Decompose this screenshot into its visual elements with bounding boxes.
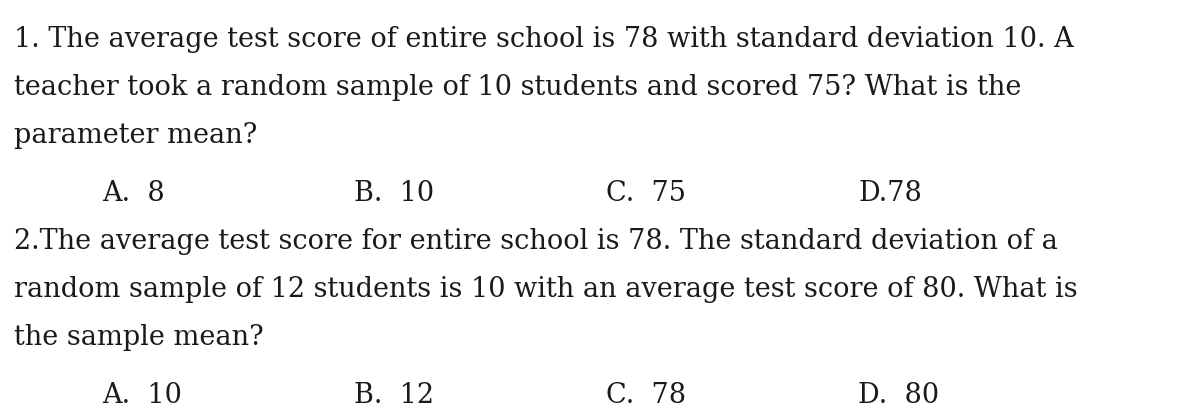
- Text: A.  10: A. 10: [102, 382, 182, 404]
- Text: the sample mean?: the sample mean?: [14, 324, 264, 351]
- Text: D.  80: D. 80: [858, 382, 940, 404]
- Text: C.  78: C. 78: [606, 382, 686, 404]
- Text: 1. The average test score of entire school is 78 with standard deviation 10. A: 1. The average test score of entire scho…: [14, 26, 1074, 53]
- Text: random sample of 12 students is 10 with an average test score of 80. What is: random sample of 12 students is 10 with …: [14, 276, 1078, 303]
- Text: parameter mean?: parameter mean?: [14, 122, 258, 149]
- Text: B.  10: B. 10: [354, 180, 434, 207]
- Text: B.  12: B. 12: [354, 382, 434, 404]
- Text: A.  8: A. 8: [102, 180, 164, 207]
- Text: 2.The average test score for entire school is 78. The standard deviation of a: 2.The average test score for entire scho…: [14, 228, 1058, 255]
- Text: C.  75: C. 75: [606, 180, 686, 207]
- Text: teacher took a random sample of 10 students and scored 75? What is the: teacher took a random sample of 10 stude…: [14, 74, 1021, 101]
- Text: D.78: D.78: [858, 180, 922, 207]
